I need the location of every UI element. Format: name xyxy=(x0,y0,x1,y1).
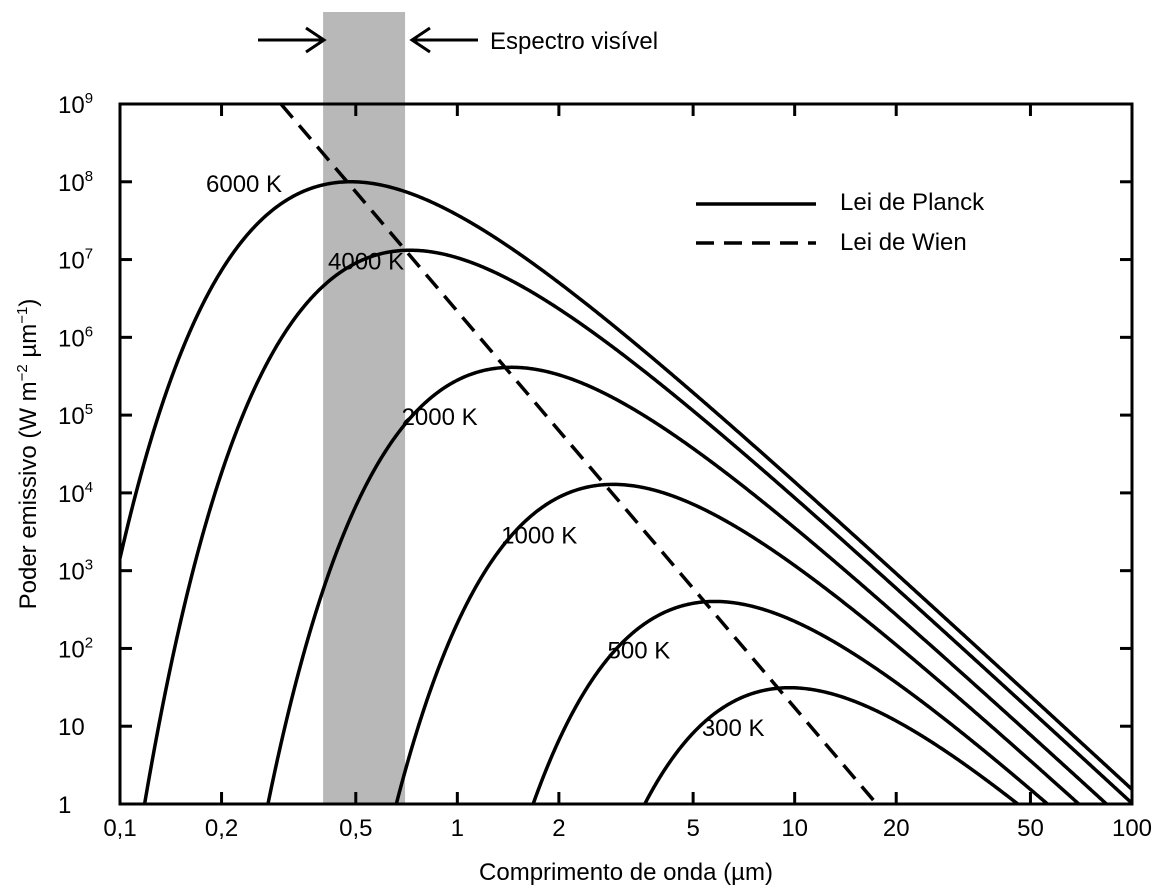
y-tick-base: 10 xyxy=(58,170,85,197)
y-tick-label: 102 xyxy=(58,634,93,663)
x-tick-label: 20 xyxy=(883,815,910,842)
y-tick-exponent: 5 xyxy=(85,401,93,418)
y-axis-title-sup1: −2 xyxy=(14,364,31,381)
x-tick-label: 1 xyxy=(451,815,464,842)
legend: Lei de Planck Lei de Wien xyxy=(696,189,985,256)
y-tick-base: 10 xyxy=(58,325,85,352)
y-tick-label: 105 xyxy=(58,401,93,430)
left-arrow-head xyxy=(305,26,327,54)
visible-spectrum-arrows xyxy=(258,26,478,54)
planck-curve-300k xyxy=(642,685,1021,804)
y-tick-exponent: 8 xyxy=(85,168,93,185)
planck-curve-4000k xyxy=(142,248,1132,804)
x-tick-label: 100 xyxy=(1112,815,1152,842)
legend-planck-label: Lei de Planck xyxy=(840,189,985,216)
x-tick-label: 0,5 xyxy=(339,815,372,842)
y-tick-exponent: 3 xyxy=(85,557,93,574)
y-tick-exponent: 2 xyxy=(85,634,93,651)
curve-label-1000k: 1000 K xyxy=(501,523,577,550)
planck-curve-6000k xyxy=(120,180,1132,791)
y-tick-label: 109 xyxy=(58,90,93,119)
curve-labels: 6000 K 4000 K 2000 K 1000 K 500 K 300 K xyxy=(206,171,765,742)
y-tick-base: 10 xyxy=(58,248,85,275)
wien-line xyxy=(279,104,878,804)
x-tick-label: 5 xyxy=(686,815,699,842)
y-tick-label: 106 xyxy=(58,323,93,352)
y-tick-base: 10 xyxy=(58,559,85,586)
legend-wien-label: Lei de Wien xyxy=(840,229,967,256)
planck-curve-1000k xyxy=(394,482,1082,804)
x-tick-label: 10 xyxy=(781,815,808,842)
y-tick-base: 10 xyxy=(58,403,85,430)
y-tick-label: 107 xyxy=(58,246,93,275)
y-tick-label: 108 xyxy=(58,168,93,197)
x-tick-label: 0,1 xyxy=(103,815,136,842)
curve-label-6000k: 6000 K xyxy=(206,171,282,198)
y-tick-base: 1 xyxy=(58,792,71,819)
planck-curve-2000k xyxy=(266,365,1110,804)
y-axis-title-sup2: −1 xyxy=(14,307,31,324)
y-tick-exponent: 4 xyxy=(85,479,93,496)
visible-spectrum-band xyxy=(323,12,406,804)
y-tick-label: 10 xyxy=(58,714,85,741)
y-tick-base: 10 xyxy=(58,714,85,741)
y-tick-label: 1 xyxy=(58,792,71,819)
y-axis-title-main: Poder emissivo (W m xyxy=(15,381,42,609)
y-tick-base: 10 xyxy=(58,92,85,119)
y-axis-title-unit: µm xyxy=(15,324,42,365)
x-axis-title: Comprimento de onda (µm) xyxy=(479,859,773,886)
plot-frame xyxy=(118,102,1134,806)
y-axis-title: Poder emissivo (W m−2 µm−1) xyxy=(14,299,42,610)
curve-label-300k: 300 K xyxy=(702,715,765,742)
x-tick-label: 50 xyxy=(1017,815,1044,842)
curve-label-500k: 500 K xyxy=(608,637,671,664)
x-tick-label: 0,2 xyxy=(205,815,238,842)
y-tick-exponent: 7 xyxy=(85,246,93,263)
right-arrow-head xyxy=(409,26,431,54)
x-tick-label: 2 xyxy=(552,815,565,842)
y-tick-base: 10 xyxy=(58,481,85,508)
y-tick-exponent: 6 xyxy=(85,323,93,340)
planck-curve-500k xyxy=(531,599,1051,804)
x-axis: 0,1 0,2 0,5 1 2 5 10 20 50 100 xyxy=(103,104,1152,842)
y-tick-exponent: 9 xyxy=(85,90,93,107)
visible-spectrum-label: Espectro visível xyxy=(490,28,658,55)
curve-label-4000k: 4000 K xyxy=(328,249,404,276)
planck-curves xyxy=(120,104,1132,804)
y-tick-label: 104 xyxy=(58,479,93,508)
curve-label-2000k: 2000 K xyxy=(402,404,478,431)
y-tick-label: 103 xyxy=(58,557,93,586)
y-tick-base: 10 xyxy=(58,636,85,663)
y-axis-title-close: ) xyxy=(15,299,42,307)
